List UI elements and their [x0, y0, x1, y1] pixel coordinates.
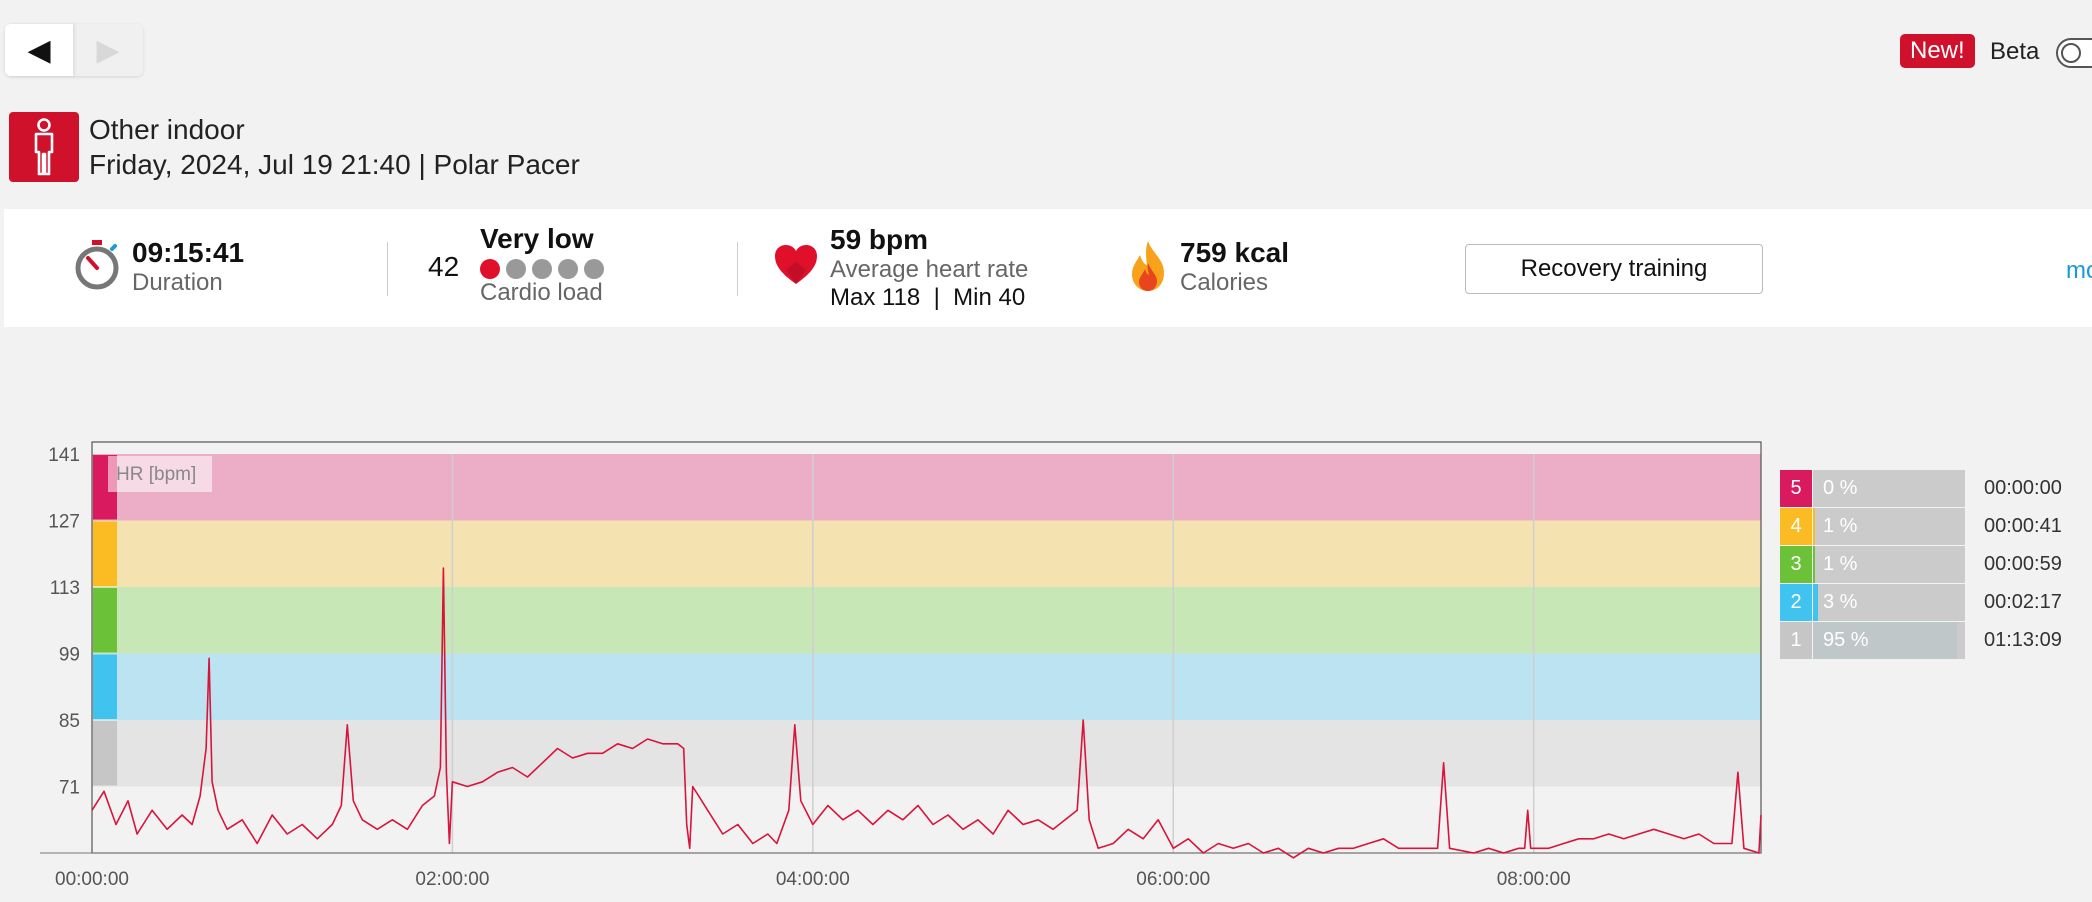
cardio-dot [480, 259, 500, 279]
zone-bar-fill [1813, 546, 1815, 583]
zone-bar: 0 % [1813, 470, 1965, 507]
y-tick-label: 127 [48, 512, 80, 533]
zone-band-4 [92, 520, 1761, 587]
zone-time: 00:00:59 [1984, 553, 2062, 575]
duration-stat: 09:15:41 Duration [132, 237, 244, 297]
zone-band-3 [92, 587, 1761, 654]
zone-number: 1 [1780, 622, 1812, 659]
calories-value: 759 kcal [1180, 237, 1289, 268]
zone-swatch-2 [93, 654, 117, 719]
x-tick-label: 02:00:00 [415, 869, 489, 890]
zone-number: 2 [1780, 584, 1812, 621]
divider [737, 242, 738, 296]
zone-percent: 0 % [1823, 477, 1858, 499]
zone-bar: 95 % [1813, 622, 1965, 659]
person-standing-icon [9, 112, 79, 182]
hr-series-line [91, 567, 1762, 859]
cardio-load-label: Cardio load [480, 279, 603, 306]
legend-box [108, 456, 212, 492]
y-tick-label: 71 [59, 778, 80, 799]
zone-bar: 3 % [1813, 584, 1965, 621]
sport-name: Other indoor [89, 114, 245, 145]
cardio-dot [584, 259, 604, 279]
zone-time: 00:02:17 [1984, 591, 2062, 613]
zone-percent: 3 % [1823, 591, 1858, 613]
avg-heart-rate-label: Average heart rate [830, 256, 1029, 283]
zone-swatch-1 [93, 721, 117, 786]
zone-time: 00:00:00 [1984, 477, 2062, 499]
flame-icon [1128, 239, 1168, 298]
zone-swatch-3 [93, 588, 117, 653]
next-session-button[interactable]: ▶ [73, 24, 143, 76]
new-badge: New! [1900, 34, 1975, 68]
x-tick-label: 00:00:00 [55, 869, 129, 890]
zone-bar-fill [1813, 584, 1818, 621]
zone-swatch-4 [93, 521, 117, 586]
heart-rate-stat: 59 bpm Average heart rate Max 118 | Min … [830, 224, 1028, 312]
cardio-dot [532, 259, 552, 279]
calories-stat: 759 kcal Calories [1180, 237, 1289, 297]
duration-label: Duration [132, 269, 223, 296]
x-tick-label: 08:00:00 [1497, 869, 1571, 890]
cardio-dot [506, 259, 526, 279]
session-nav: ◀ ▶ [5, 24, 143, 76]
toggle-knob [2061, 43, 2081, 63]
beta-toggle[interactable] [2056, 38, 2092, 68]
y-tick-label: 99 [59, 645, 80, 666]
zone-band-1 [92, 720, 1761, 787]
recovery-training-button[interactable]: Recovery training [1465, 244, 1763, 294]
zone-bar: 1 % [1813, 546, 1965, 583]
zone-number: 3 [1780, 546, 1812, 583]
zone-time: 00:00:41 [1984, 515, 2062, 537]
cardio-load-value: 42 [428, 251, 460, 282]
session-date-device: Friday, 2024, Jul 19 21:40 | Polar Pacer [89, 149, 580, 180]
cardio-load-dots [480, 259, 604, 279]
duration-value: 09:15:41 [132, 237, 245, 268]
cardio-load-level: Very low [480, 223, 594, 254]
zone-band-2 [92, 653, 1761, 720]
zone-number: 4 [1780, 508, 1812, 545]
divider [387, 242, 388, 296]
zone-time: 01:13:09 [1984, 629, 2062, 651]
zone-percent: 95 % [1823, 629, 1869, 651]
y-tick-label: 141 [48, 445, 80, 466]
heart-icon [774, 244, 818, 291]
legend-label: HR [bpm] [116, 464, 196, 485]
y-tick-label: 85 [59, 711, 80, 732]
calories-label: Calories [1180, 269, 1269, 296]
summary-bar: 09:15:41 Duration 42 Very low Cardio loa… [4, 209, 2092, 327]
cardio-load-stat: Very low Cardio load [480, 223, 604, 307]
zone-band-5 [92, 454, 1761, 521]
max-min-heart-rate: Max 118 | Min 40 [830, 284, 1026, 311]
x-tick-label: 04:00:00 [776, 869, 850, 890]
zone-percent: 1 % [1823, 515, 1858, 537]
zone-bar-fill [1813, 508, 1815, 545]
beta-label: Beta [1990, 38, 2040, 65]
zone-percent: 1 % [1823, 553, 1858, 575]
triangle-right-icon: ▶ [96, 33, 120, 67]
triangle-left-icon: ◀ [27, 33, 51, 67]
heart-rate-chart: 141 127 113 99 85 71 00:00:00 02:00:00 04:00:00… [40, 441, 1762, 890]
more-link[interactable]: mo [2066, 257, 2092, 284]
stopwatch-icon [74, 239, 120, 296]
previous-session-button[interactable]: ◀ [5, 24, 73, 76]
x-tick-label: 06:00:00 [1136, 869, 1210, 890]
cardio-dot [558, 259, 578, 279]
avg-heart-rate-value: 59 bpm [830, 224, 929, 255]
zone-number: 5 [1780, 470, 1812, 507]
y-tick-label: 113 [50, 578, 80, 599]
zone-bar-fill [1813, 622, 1958, 659]
zone-bar: 1 % [1813, 508, 1965, 545]
